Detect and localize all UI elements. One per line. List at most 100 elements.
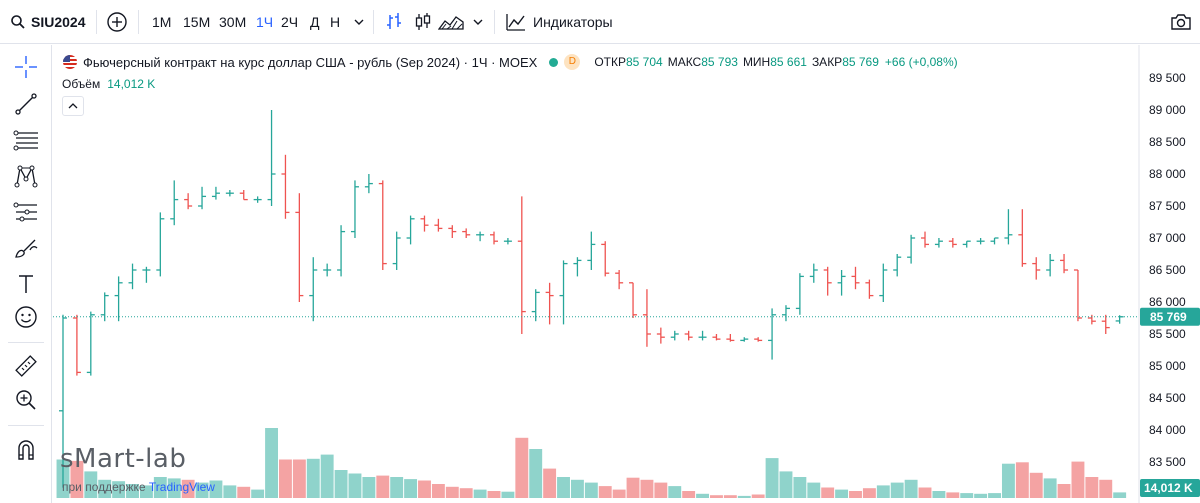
price-tick-label: 84 500 <box>1149 391 1186 405</box>
interval-30m[interactable]: 30M <box>219 0 246 44</box>
interval-1h[interactable]: 1Ч <box>256 0 273 44</box>
volume-bar <box>904 479 918 498</box>
last-price-label: 85 769 <box>1150 310 1187 324</box>
volume-bar <box>515 437 529 498</box>
collapse-legend-button[interactable] <box>62 96 84 116</box>
search-icon <box>11 15 25 29</box>
volume-label[interactable]: Объём <box>62 77 101 91</box>
volume-bar <box>487 491 501 498</box>
volume-bar <box>626 477 640 498</box>
volume-bar <box>251 489 265 498</box>
volume-legend: Объём 14,012 K <box>62 77 155 91</box>
forecast-tool[interactable] <box>8 197 44 227</box>
volume-bar <box>779 471 793 498</box>
price-chart[interactable]: 89 500 89 000 88 500 88 000 87 500 87 000 86 5… <box>53 45 1200 503</box>
volume-bar <box>821 487 835 498</box>
interval-dropdown[interactable] <box>353 0 365 44</box>
emoji-tool[interactable] <box>8 302 44 332</box>
volume-bar <box>876 485 890 498</box>
candles-button[interactable] <box>414 0 432 44</box>
zoom-tool[interactable] <box>8 385 44 415</box>
symbol-search[interactable]: SIU2024 <box>10 0 85 44</box>
support-credit: при поддержке TradingView <box>62 480 215 494</box>
indicators-icon <box>506 14 525 31</box>
open-label: ОТКР <box>594 55 626 69</box>
magnet-tool[interactable] <box>8 435 44 465</box>
interval-2h[interactable]: 2Ч <box>281 0 298 44</box>
low-value: 85 661 <box>770 55 807 69</box>
close-value: 85 769 <box>842 55 879 69</box>
volume-bar <box>932 491 946 498</box>
volume-bar <box>98 479 112 498</box>
text-tool[interactable] <box>8 269 44 299</box>
volume-bar <box>126 484 139 498</box>
pattern-tool[interactable] <box>8 161 44 191</box>
ruler-tool[interactable] <box>8 351 44 381</box>
interval-label: 15M <box>183 14 211 30</box>
volume-bar <box>459 488 473 498</box>
volume-bar <box>418 480 431 498</box>
chevron-down-icon <box>473 19 483 25</box>
volume-bar <box>682 491 696 498</box>
zoom-in-icon <box>16 390 36 410</box>
interval-week[interactable]: Н <box>330 0 340 44</box>
volume-badge-label: 14,012 K <box>1144 481 1193 495</box>
interval-1m[interactable]: 1M <box>152 0 171 44</box>
screenshot-button[interactable] <box>1170 0 1192 44</box>
pattern-icon <box>14 165 38 188</box>
change-value: +66 (+0,08%) <box>884 55 958 69</box>
price-tick-label: 85 500 <box>1149 327 1186 341</box>
divider <box>96 10 97 34</box>
volume-bar <box>501 491 515 498</box>
price-tick-label: 86 500 <box>1149 263 1186 277</box>
emoji-icon <box>15 306 37 328</box>
tradingview-link[interactable]: TradingView <box>148 480 215 494</box>
crosshair-tool[interactable] <box>8 52 44 82</box>
volume-bar <box>557 477 570 498</box>
forecast-icon <box>13 202 37 222</box>
volume-bar <box>279 459 292 498</box>
interval-label: 2Ч <box>281 14 299 30</box>
interval-15m[interactable]: 15M <box>183 0 210 44</box>
indicators-button[interactable]: Индикаторы <box>506 0 613 44</box>
volume-bar <box>793 477 807 498</box>
chart-type-dropdown[interactable] <box>472 0 484 44</box>
volume-bar <box>1015 462 1029 498</box>
close-label: ЗАКР <box>811 55 843 69</box>
trendline-tool[interactable] <box>8 89 44 119</box>
ruler-icon <box>15 355 37 377</box>
legend-title[interactable]: Фьючерсный контракт на курс доллар США -… <box>83 54 538 70</box>
volume-bar <box>1057 484 1071 498</box>
volume-badge <box>1140 479 1200 497</box>
price-tick-label: 85 000 <box>1149 359 1186 373</box>
volume-bar <box>181 479 195 498</box>
volume-bar <box>84 471 98 498</box>
camera-icon <box>1171 14 1191 30</box>
brush-tool[interactable] <box>8 233 44 263</box>
volume-bar <box>529 449 543 498</box>
compare-button[interactable] <box>106 0 128 44</box>
area-chart-button[interactable] <box>438 0 464 44</box>
divider <box>373 10 374 34</box>
volume-bar <box>348 473 362 498</box>
brush-icon <box>15 239 38 258</box>
interval-label: Н <box>330 14 341 30</box>
interval-day[interactable]: Д <box>310 0 319 44</box>
price-tick-label: 88 500 <box>1149 135 1186 149</box>
volume-bar <box>139 485 153 498</box>
volume-bar <box>710 495 723 498</box>
bar-style-button[interactable] <box>385 0 403 44</box>
delay-badge: D <box>564 54 581 70</box>
volume-bar <box>362 477 376 498</box>
volume-bar <box>445 486 459 498</box>
volume-bar <box>918 487 932 498</box>
area-chart-icon <box>438 16 464 30</box>
drawing-toolbar <box>0 45 52 503</box>
fib-tool[interactable] <box>8 125 44 155</box>
volume-bar <box>696 493 710 498</box>
volume-bar <box>223 485 237 498</box>
volume-bar <box>237 486 251 498</box>
volume-bar <box>988 493 1001 498</box>
volume-bar <box>1029 472 1043 498</box>
chart-area[interactable]: 89 500 89 000 88 500 88 000 87 500 87 000 86 5… <box>53 45 1200 503</box>
